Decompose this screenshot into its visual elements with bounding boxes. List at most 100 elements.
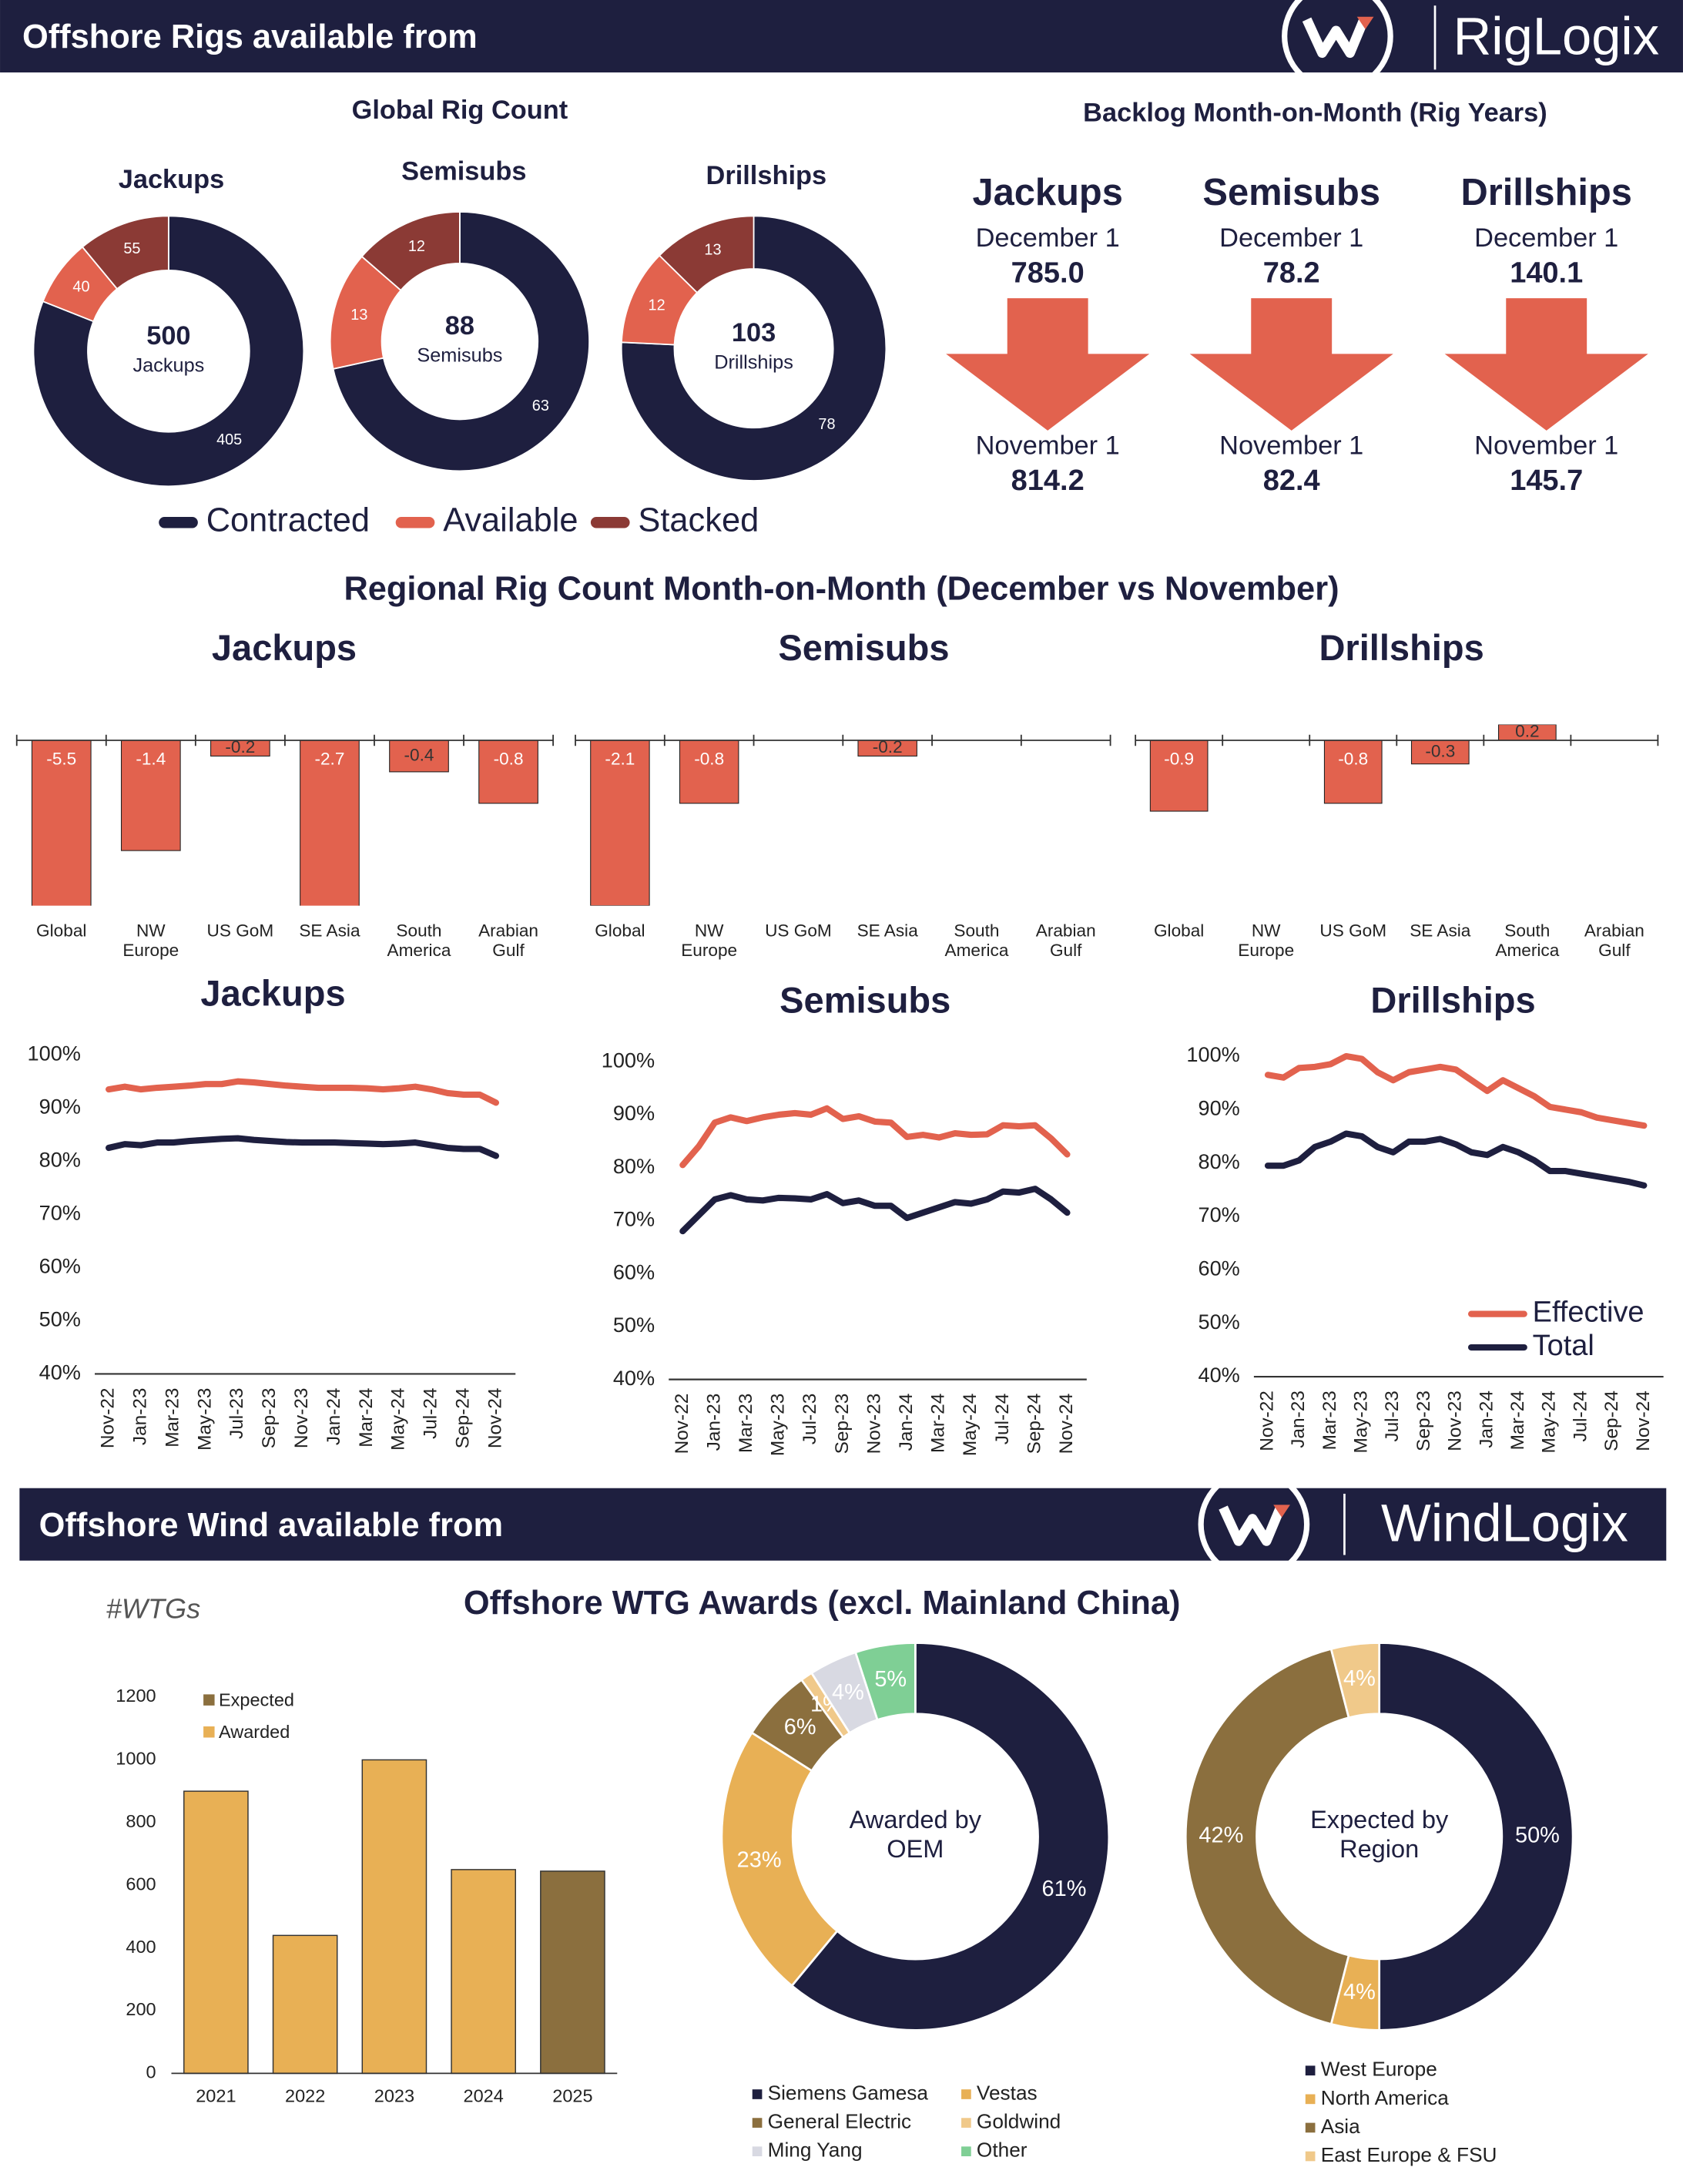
rig-header-title: Offshore Rigs available from xyxy=(22,18,478,55)
x-tick-label-box: NW Europe xyxy=(122,921,179,961)
donut-slice xyxy=(360,211,461,292)
backlog-from-label: December 1 xyxy=(1219,223,1363,253)
x-tick-label: South America xyxy=(944,921,1009,961)
x-tick-label: Arabian Gulf xyxy=(478,921,539,961)
x-tick-label-box: South America xyxy=(1495,921,1559,961)
x-tick-label: Global xyxy=(36,921,87,941)
backlog-arrow xyxy=(1444,298,1648,431)
donut-total: 88 xyxy=(445,311,474,341)
line-series xyxy=(106,1135,500,1159)
y-tick-label: 60% xyxy=(39,1254,81,1278)
x-tick-label: May-24 xyxy=(960,1394,981,1456)
bar xyxy=(1323,740,1383,804)
legend-label: West Europe xyxy=(1321,2058,1437,2081)
x-tick-label: Arabian Gulf xyxy=(1584,921,1644,961)
slice-label: 63 xyxy=(532,398,549,414)
backlog-to-label: November 1 xyxy=(1474,431,1618,461)
x-tick-label: Mar-24 xyxy=(356,1387,377,1447)
y-tick-label: 80% xyxy=(613,1154,655,1178)
legend-marker xyxy=(1305,2065,1316,2076)
backlog-name: Jackups xyxy=(972,172,1122,213)
slice-label: 50% xyxy=(1515,1823,1560,1848)
line-chart-title: Semisubs xyxy=(779,980,950,1021)
legend-label: Expected xyxy=(219,1690,294,1710)
bar-value-label: -2.1 xyxy=(605,749,635,768)
line-series xyxy=(679,1186,1071,1235)
donut-title: Drillships xyxy=(706,161,827,190)
y-tick-label: 90% xyxy=(39,1094,81,1118)
slice-label: 40 xyxy=(72,279,89,296)
donut-slice xyxy=(620,215,887,481)
slice-label: 4% xyxy=(1343,1666,1376,1691)
x-tick-label-box: US GoM xyxy=(765,921,832,941)
donut-title: Jackups xyxy=(119,165,225,194)
bar xyxy=(1410,740,1470,765)
x-tick-label: SE Asia xyxy=(1410,921,1471,941)
bar-chart-title: Jackups xyxy=(212,627,357,668)
y-tick-label: 600 xyxy=(126,1874,156,1894)
legend-label: Siemens Gamesa xyxy=(768,2081,929,2104)
x-tick-label: 2024 xyxy=(464,2085,504,2105)
bar xyxy=(1149,740,1209,812)
y-tick-label: 60% xyxy=(613,1260,655,1283)
backlog-from-value: 78.2 xyxy=(1263,257,1320,289)
x-tick-label: 2025 xyxy=(552,2085,592,2105)
slice-label: 4% xyxy=(832,1680,864,1705)
y-tick-label: 60% xyxy=(1198,1256,1239,1280)
donut-slice xyxy=(1329,1642,1381,1719)
line-chart-title: Drillships xyxy=(1370,980,1535,1021)
x-tick-label: Jul-24 xyxy=(992,1394,1013,1444)
legend-marker xyxy=(752,2146,763,2157)
y-tick-label: 70% xyxy=(39,1200,81,1224)
y-axis-label: #WTGs xyxy=(106,1592,201,1624)
x-tick-label: May-23 xyxy=(768,1394,789,1456)
legend-marker xyxy=(1305,2122,1316,2133)
legend-marker xyxy=(961,2146,971,2157)
donut-center-text: Awarded by OEM xyxy=(849,1806,982,1863)
rig-brand: RigLogix xyxy=(1453,7,1659,66)
backlog-to-value: 145.7 xyxy=(1510,465,1583,497)
y-tick-label: 70% xyxy=(1198,1203,1239,1226)
y-tick-label: 400 xyxy=(126,1937,156,1957)
donut-title: Semisubs xyxy=(401,156,526,186)
backlog-to-label: November 1 xyxy=(976,431,1120,461)
wind-header-title: Offshore Wind available from xyxy=(39,1507,503,1544)
slice-label: 23% xyxy=(737,1848,782,1873)
x-tick-label: 2021 xyxy=(196,2085,236,2105)
y-tick-label: 100% xyxy=(1186,1042,1239,1066)
x-tick-label: Mar-24 xyxy=(1507,1391,1528,1450)
line-chart-title: Jackups xyxy=(200,973,345,1014)
backlog-from-label: December 1 xyxy=(976,223,1120,253)
x-tick-label: Jul-24 xyxy=(1570,1391,1591,1441)
bar-value-label: -0.9 xyxy=(1164,749,1194,768)
x-tick-label: SE Asia xyxy=(299,921,360,941)
donut-total: 500 xyxy=(146,321,190,351)
x-tick-label: Nov-23 xyxy=(863,1394,884,1454)
donut-slice xyxy=(790,1642,1111,2031)
bar xyxy=(272,1934,338,2075)
wind-title: Offshore WTG Awards (excl. Mainland Chin… xyxy=(464,1585,1181,1622)
y-tick-label: 50% xyxy=(39,1307,81,1331)
legend-label: Asia xyxy=(1321,2115,1360,2138)
backlog-to-value: 82.4 xyxy=(1263,465,1320,497)
x-tick-label: May-24 xyxy=(1539,1391,1560,1453)
x-tick-label: Nov-23 xyxy=(291,1387,312,1448)
legend-marker xyxy=(961,2118,971,2128)
x-tick-label: Global xyxy=(595,921,645,941)
x-tick-label: Nov-24 xyxy=(1056,1394,1077,1454)
logo-accent xyxy=(1356,16,1374,29)
bar xyxy=(300,740,360,906)
legend-marker xyxy=(203,1726,215,1738)
bar-chart-title: Semisubs xyxy=(778,627,949,668)
rig-header-bar xyxy=(0,0,1683,73)
x-tick-label: US GoM xyxy=(765,921,832,941)
x-tick-label: Jan-23 xyxy=(129,1387,150,1445)
bar-value-label: -1.4 xyxy=(136,749,166,768)
legend-marker xyxy=(1305,2094,1316,2105)
x-tick-label-box: Global xyxy=(1154,921,1204,941)
x-tick-label-box: Arabian Gulf xyxy=(478,921,539,961)
x-tick-label: Nov-23 xyxy=(1445,1391,1466,1451)
slice-label: 13 xyxy=(350,307,367,324)
backlog-to-label: November 1 xyxy=(1219,431,1363,461)
